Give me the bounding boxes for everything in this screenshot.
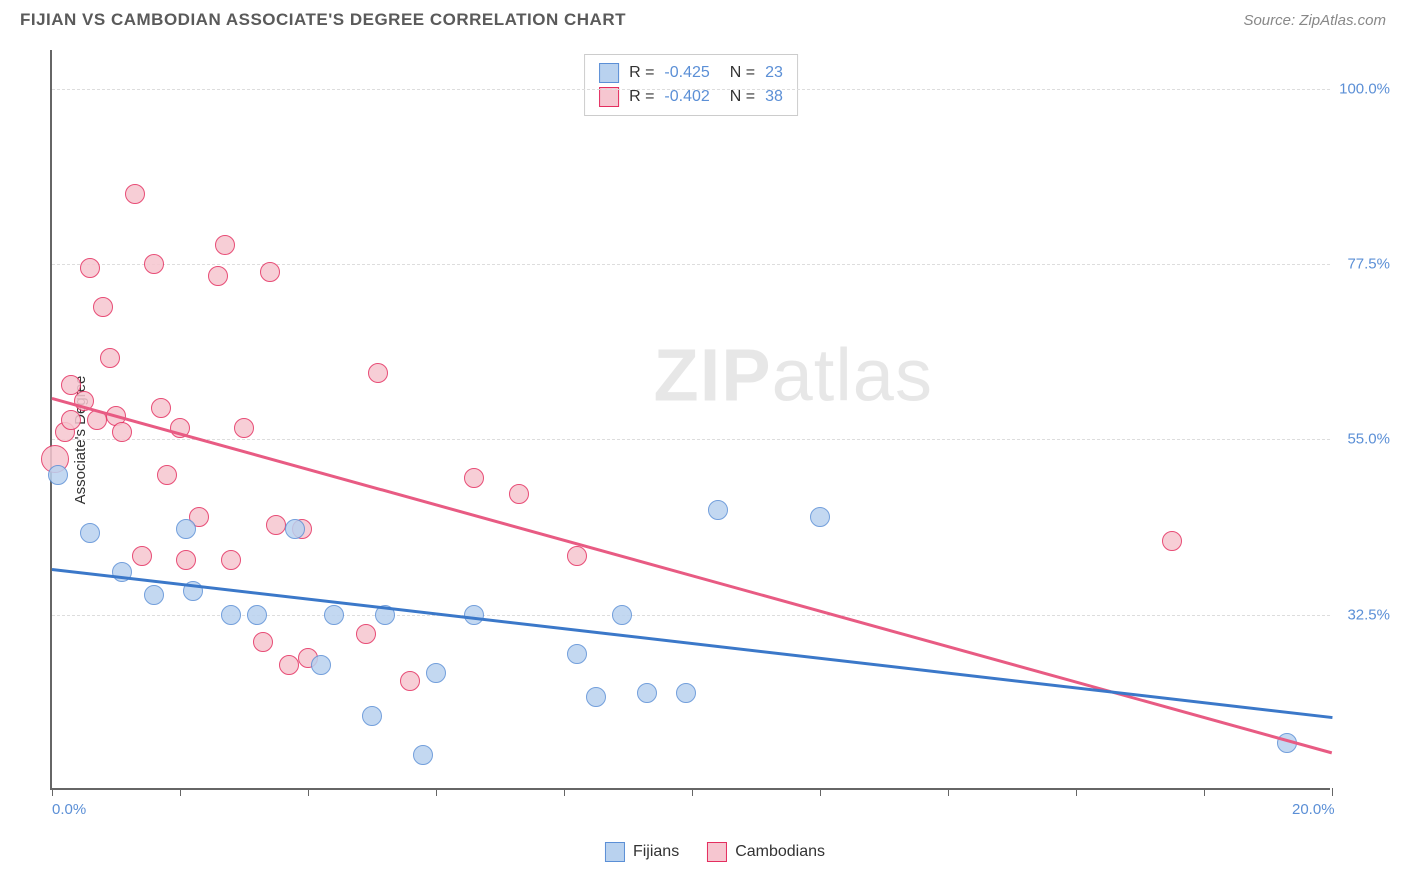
scatter-point [112,422,132,442]
scatter-point [266,515,286,535]
source-label: Source: ZipAtlas.com [1243,12,1386,29]
legend-swatch [707,842,727,862]
legend-item: Cambodians [707,842,825,862]
legend-swatch [605,842,625,862]
scatter-point [144,254,164,274]
scatter-point [464,468,484,488]
scatter-point [221,605,241,625]
y-tick-label: 77.5% [1335,256,1390,273]
scatter-point [708,500,728,520]
r-value: -0.402 [664,88,709,106]
scatter-point [279,655,299,675]
scatter-point [400,671,420,691]
legend-swatch [599,63,619,83]
legend-item: Fijians [605,842,679,862]
scatter-point [586,687,606,707]
x-tick [52,788,53,796]
scatter-point [247,605,267,625]
scatter-point [324,605,344,625]
gridline [52,439,1330,440]
scatter-point [151,398,171,418]
r-value: -0.425 [664,64,709,82]
scatter-point [426,663,446,683]
x-tick [1204,788,1205,796]
scatter-point [362,706,382,726]
scatter-point [215,235,235,255]
scatter-point [93,297,113,317]
scatter-point [1162,531,1182,551]
scatter-point [810,507,830,527]
scatter-point [567,546,587,566]
x-tick [1076,788,1077,796]
scatter-point [100,348,120,368]
scatter-point [285,519,305,539]
correlation-legend: R = -0.425 N = 23 R = -0.402 N = 38 [584,54,798,116]
n-label: N = [730,88,755,106]
scatter-point [311,655,331,675]
series-legend: Fijians Cambodians [605,842,825,862]
n-value: 38 [765,88,783,106]
y-tick-label: 32.5% [1335,606,1390,623]
x-tick [436,788,437,796]
scatter-point [234,418,254,438]
scatter-point [176,519,196,539]
y-tick-label: 55.0% [1335,431,1390,448]
x-tick [692,788,693,796]
scatter-point [80,523,100,543]
x-axis-label: 0.0% [52,801,86,818]
scatter-point [176,550,196,570]
y-tick-label: 100.0% [1335,80,1390,97]
watermark: ZIPatlas [654,332,933,417]
correlation-row: R = -0.425 N = 23 [599,61,783,85]
x-tick [948,788,949,796]
gridline [52,264,1330,265]
r-label: R = [629,64,654,82]
scatter-point [567,644,587,664]
gridline [52,89,1330,90]
scatter-point [413,745,433,765]
x-tick [820,788,821,796]
legend-swatch [599,87,619,107]
scatter-point [464,605,484,625]
x-tick [180,788,181,796]
legend-label: Fijians [633,843,679,861]
scatter-point [144,585,164,605]
plot-area: ZIPatlas R =-0.425N =23R =-0.402N =38 32… [50,50,1330,790]
scatter-point [509,484,529,504]
legend-label: Cambodians [735,843,825,861]
chart-title: FIJIAN VS CAMBODIAN ASSOCIATE'S DEGREE C… [20,10,626,30]
scatter-point [368,363,388,383]
scatter-point [125,184,145,204]
scatter-point [132,546,152,566]
gridline [52,615,1330,616]
scatter-point [221,550,241,570]
scatter-point [61,410,81,430]
scatter-point [356,624,376,644]
scatter-point [260,262,280,282]
x-tick [1332,788,1333,796]
scatter-point [612,605,632,625]
scatter-point [157,465,177,485]
scatter-point [676,683,696,703]
x-tick [564,788,565,796]
scatter-point [253,632,273,652]
x-tick [308,788,309,796]
scatter-point [208,266,228,286]
scatter-point [637,683,657,703]
x-axis-label: 20.0% [1292,801,1335,818]
chart-header: FIJIAN VS CAMBODIAN ASSOCIATE'S DEGREE C… [0,0,1406,36]
r-label: R = [629,88,654,106]
n-value: 23 [765,64,783,82]
chart-container: Associate's Degree ZIPatlas R =-0.425N =… [50,50,1380,830]
n-label: N = [730,64,755,82]
scatter-point [48,465,68,485]
scatter-point [80,258,100,278]
